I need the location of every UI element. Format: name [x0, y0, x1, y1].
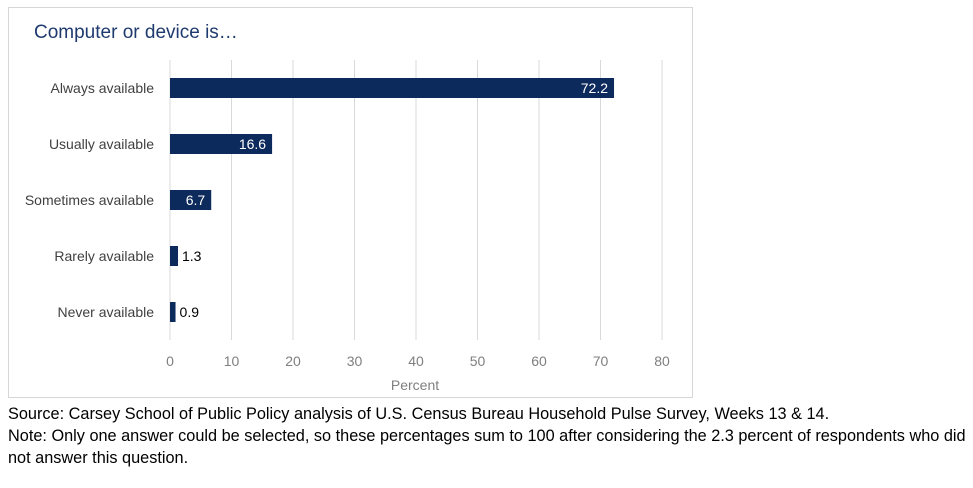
notes: Source: Carsey School of Public Policy a… [8, 403, 968, 469]
x-tick-label: 60 [531, 353, 547, 369]
x-tick-label: 0 [166, 353, 174, 369]
data-label: 0.9 [180, 304, 200, 320]
x-tick-label: 80 [654, 353, 670, 369]
x-tick-label: 30 [347, 353, 363, 369]
bars [170, 78, 615, 322]
bar [170, 78, 615, 98]
x-tick-label: 20 [285, 353, 301, 369]
data-label: 1.3 [182, 248, 202, 264]
x-tick-label: 40 [408, 353, 424, 369]
category-label: Never available [58, 304, 155, 320]
bar-chart: 0 10 20 30 40 50 60 70 80 Always available 72.2 Usu… [25, 60, 670, 393]
bar [170, 246, 178, 266]
data-label: 6.7 [186, 192, 206, 208]
x-tick-label: 70 [593, 353, 609, 369]
chart-frame [8, 7, 693, 398]
data-label: 16.6 [239, 136, 266, 152]
x-tick-label: 10 [224, 353, 240, 369]
category-label: Sometimes available [25, 192, 154, 208]
category-label: Rarely available [54, 248, 154, 264]
source-note: Source: Carsey School of Public Policy a… [8, 405, 830, 423]
category-label: Always available [51, 80, 155, 96]
category-label: Usually available [49, 136, 154, 152]
labels: 0 10 20 30 40 50 60 70 80 Always available 72.2 Usu… [25, 80, 670, 369]
chart-title: Computer or device is… [34, 22, 238, 43]
x-tick-label: 50 [470, 353, 486, 369]
footnote: Note: Only one answer could be selected,… [8, 427, 966, 467]
x-axis-title: Percent [391, 377, 439, 393]
data-label: 72.2 [581, 80, 608, 96]
bar [170, 190, 212, 210]
bar [170, 302, 176, 322]
gridlines [169, 60, 663, 340]
bar [170, 134, 273, 154]
